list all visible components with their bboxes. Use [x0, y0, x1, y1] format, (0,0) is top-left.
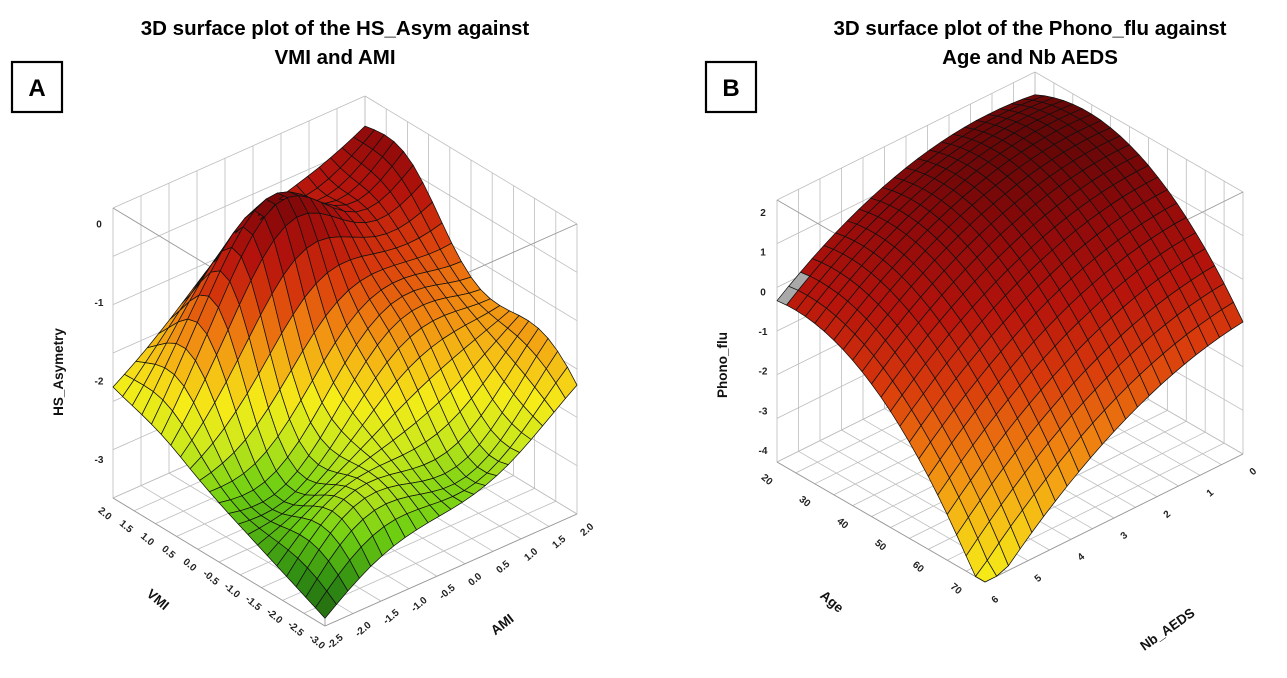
- box-edge: [324, 513, 578, 627]
- x-tick-label: 0.5: [159, 544, 177, 562]
- z-tick-label: -3: [759, 406, 768, 417]
- panel-b-title-line-2: Age and Nb AEDS: [942, 46, 1118, 69]
- panel-b-title-line-1: 3D surface plot of the Phono_flu against: [834, 17, 1227, 40]
- surface-cell: [1221, 301, 1244, 330]
- y-tick-label: 3: [1119, 530, 1131, 542]
- y-tick-label: 4: [1076, 551, 1088, 563]
- panel-a-ylabel: AMI: [488, 611, 517, 638]
- panel-a-title-line-2: VMI and AMI: [274, 46, 395, 69]
- x-tick-label: -2.5: [285, 620, 306, 640]
- z-tick-label: -1: [759, 327, 768, 338]
- y-tick-label: -1.0: [409, 595, 430, 615]
- x-tick-label: -1.0: [222, 581, 243, 601]
- z-tick-label: -2: [95, 376, 104, 387]
- x-tick-label: 1.5: [117, 518, 135, 536]
- box-edge: [776, 461, 986, 583]
- grid-line: [1034, 71, 1244, 193]
- z-tick-label: -3: [95, 455, 104, 466]
- x-tick-label: -0.5: [200, 568, 221, 588]
- z-tick-label: 0: [760, 287, 766, 298]
- y-tick-label: 2: [1162, 508, 1174, 520]
- x-tick-label: 40: [834, 516, 850, 532]
- x-tick-label: 30: [797, 494, 813, 510]
- x-tick-label: 60: [910, 560, 926, 576]
- y-tick-label: -1.5: [381, 607, 402, 627]
- z-tick-label: 0: [96, 220, 102, 231]
- grid-line: [112, 95, 366, 209]
- z-tick-label: -4: [759, 446, 768, 457]
- y-tick-label: 0.5: [495, 558, 513, 576]
- y-tick-label: 6: [990, 594, 1002, 606]
- panel-b-ylabel: Nb_AEDS: [1137, 605, 1197, 653]
- x-tick-label: 20: [759, 472, 775, 488]
- panel-b-label: B: [722, 75, 739, 102]
- x-tick-label: -2.0: [264, 607, 285, 627]
- panel-a-label: A: [28, 75, 45, 102]
- panel-a-title-line-1: 3D surface plot of the HS_Asym against: [141, 17, 530, 40]
- y-tick-label: 5: [1033, 572, 1045, 584]
- x-tick-label: -1.5: [243, 594, 264, 614]
- grid-line: [303, 500, 556, 614]
- panel-a-xlabel: VMI: [144, 586, 172, 613]
- panel-a-surface: [112, 125, 578, 619]
- panel-b-zlabel: Phono_flu: [715, 332, 730, 398]
- y-tick-label: 1.5: [551, 534, 569, 552]
- y-tick-label: 1.0: [523, 546, 541, 564]
- x-tick-label: 2.0: [96, 505, 114, 523]
- panel-b-label-box: [704, 60, 758, 114]
- z-tick-label: 1: [760, 248, 766, 259]
- panel-a-label-box: [10, 60, 64, 114]
- x-tick-label: -3.0: [306, 632, 327, 652]
- x-tick-label: 50: [872, 538, 888, 554]
- panel-b: 3D surface plot of the Phono_flu against…: [704, 17, 1260, 654]
- y-tick-label: 1: [1205, 487, 1217, 499]
- z-tick-label: 2: [760, 208, 766, 219]
- y-tick-label: 0.0: [467, 571, 485, 589]
- x-tick-label: 0.0: [181, 557, 199, 575]
- surface-cell: [555, 366, 578, 399]
- z-tick-label: -1: [95, 298, 104, 309]
- y-tick-label: 2.0: [579, 521, 597, 539]
- panel-a: 3D surface plot of the HS_Asym against V…: [10, 17, 597, 652]
- box-edge: [112, 497, 326, 627]
- z-tick-label: -2: [759, 367, 768, 378]
- x-tick-label: 1.0: [138, 531, 156, 549]
- y-tick-label: -2.5: [325, 632, 346, 652]
- box-edge: [984, 453, 1244, 583]
- grid-line: [112, 143, 366, 257]
- y-tick-label: -2.0: [353, 620, 374, 640]
- panel-b-surface: [776, 94, 1244, 583]
- x-tick-label: 70: [948, 581, 964, 597]
- panel-b-xlabel: Age: [817, 588, 847, 616]
- y-tick-label: -0.5: [437, 582, 458, 602]
- y-tick-label: 0: [1248, 466, 1260, 478]
- panel-a-zlabel: HS_Asymetry: [51, 328, 66, 416]
